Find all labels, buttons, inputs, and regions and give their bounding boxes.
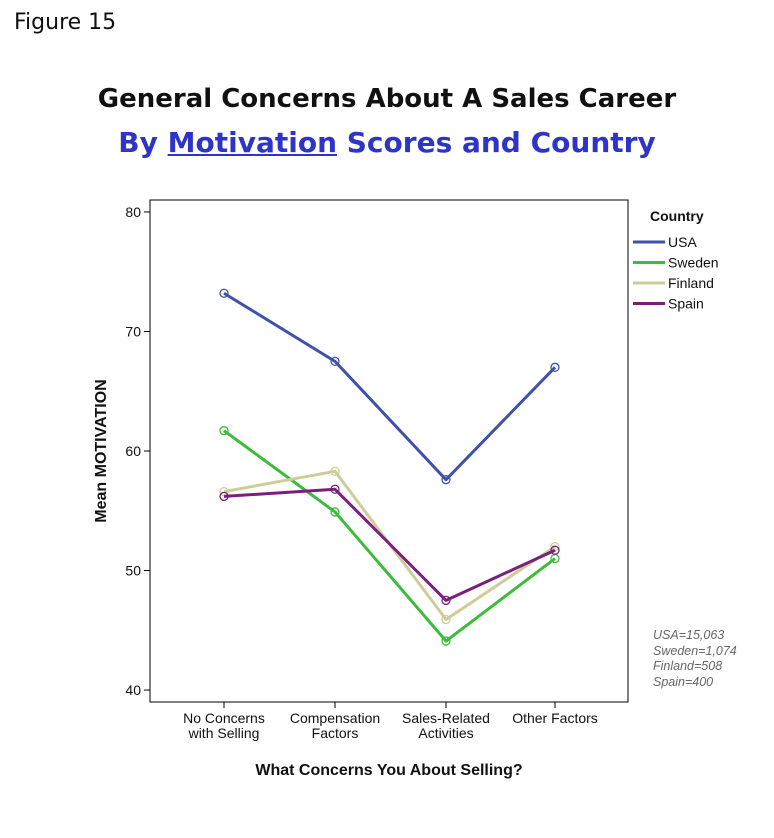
x-tick-label: No Concerns: [183, 710, 265, 726]
legend-title: Country: [650, 208, 704, 224]
series-line-sweden: [223, 429, 556, 643]
x-tick-label: Sales-Related: [402, 710, 490, 726]
chart-title-line1: General Concerns About A Sales Career: [97, 84, 677, 114]
sample-note-finland: Finland=508: [653, 659, 723, 673]
sample-note-spain: Spain=400: [653, 674, 714, 689]
data-point-finland: [441, 614, 451, 625]
figure-label: Figure 15: [14, 10, 117, 35]
y-tick-label: 60: [125, 443, 141, 459]
chart-title-line2: By Motivation Scores and Country: [0, 126, 774, 159]
title-suffix: Scores and Country: [337, 126, 656, 159]
data-point-spain: [550, 545, 560, 555]
sample-size-notes: USA=15,063 Sweden=1,074 Finland=508 Spai…: [653, 628, 737, 690]
data-point-spain: [330, 484, 340, 494]
data-point-spain: [441, 595, 451, 606]
series-line-usa: [223, 291, 557, 482]
series-line-spain: [223, 487, 556, 602]
sample-note-usa: USA=15,063: [653, 628, 725, 642]
data-point-spain: [219, 491, 229, 502]
legend-label-usa: USA: [668, 234, 697, 250]
data-point-usa: [441, 475, 451, 485]
x-tick-label: Factors: [312, 725, 359, 741]
data-point-finland: [330, 466, 340, 476]
x-tick-label: with Selling: [188, 725, 260, 741]
x-tick-label: Activities: [418, 725, 473, 741]
plot-frame: [149, 199, 629, 703]
data-point-usa: [330, 356, 340, 367]
x-tick-label: Compensation: [290, 710, 380, 726]
legend-label-finland: Finland: [668, 275, 714, 291]
data-point-usa: [219, 288, 229, 298]
title-underlined-word: Motivation: [167, 126, 338, 159]
x-axis-label: What Concerns You About Selling?: [255, 762, 522, 779]
sample-note-sweden: Sweden=1,074: [653, 643, 737, 658]
legend-label-sweden: Sweden: [668, 255, 719, 271]
data-point-sweden: [219, 426, 229, 436]
y-tick-label: 40: [125, 682, 141, 698]
title-prefix: By: [118, 126, 168, 159]
data-point-sweden: [441, 636, 451, 646]
x-tick-label: Other Factors: [512, 710, 598, 726]
y-axis-label: Mean MOTIVATION: [93, 379, 110, 522]
data-point-usa: [550, 362, 560, 372]
data-point-sweden: [330, 507, 340, 517]
y-tick-label: 80: [125, 204, 141, 220]
legend-label-spain: Spain: [668, 296, 704, 312]
y-tick-label: 50: [125, 563, 141, 579]
y-tick-label: 70: [125, 323, 141, 339]
